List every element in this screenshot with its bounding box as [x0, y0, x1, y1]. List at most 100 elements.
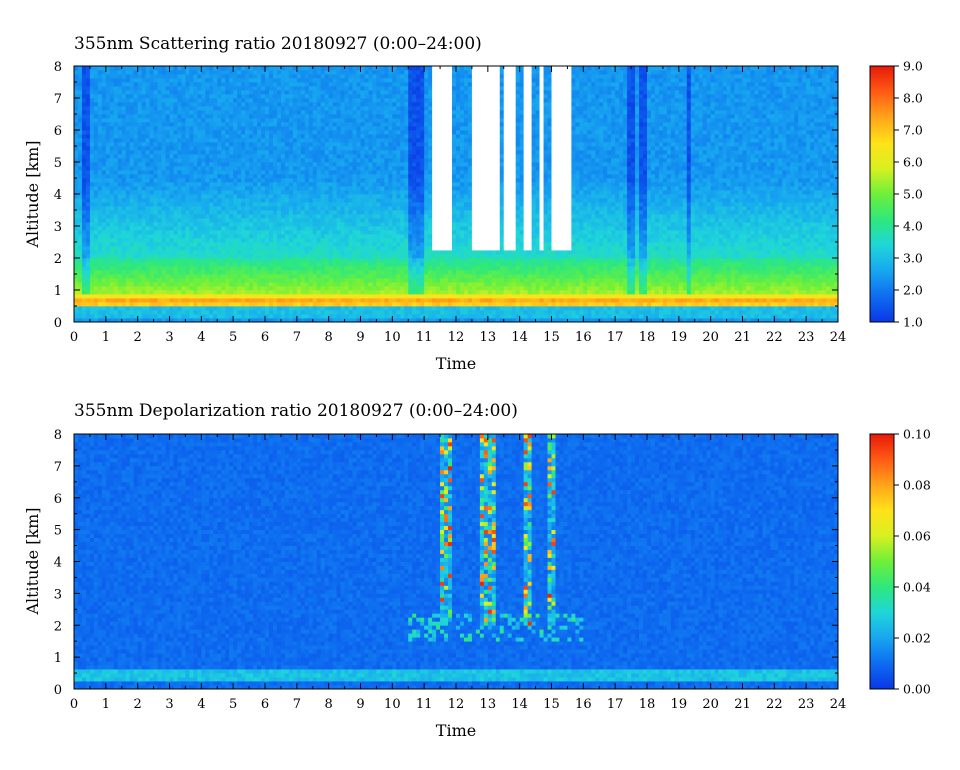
heatmap-cell	[277, 314, 281, 318]
heatmap-cell	[281, 110, 285, 114]
heatmap-cell	[289, 66, 293, 70]
heatmap-cell	[273, 266, 277, 270]
heatmap-cell	[301, 262, 305, 266]
heatmap-cell	[376, 246, 380, 250]
heatmap-cell	[364, 290, 368, 294]
heatmap-cell	[150, 86, 154, 90]
heatmap-cell	[229, 106, 233, 110]
heatmap-cell	[313, 182, 317, 186]
heatmap-cell	[345, 178, 349, 182]
heatmap-cell	[170, 102, 174, 106]
heatmap-cell	[317, 110, 321, 114]
heatmap-cell	[372, 242, 376, 246]
heatmap-cell	[114, 310, 118, 314]
heatmap-cell	[313, 126, 317, 130]
heatmap-cell	[118, 110, 122, 114]
heatmap-cell	[241, 274, 245, 278]
heatmap-cell	[368, 202, 372, 206]
heatmap-cell	[138, 298, 142, 302]
heatmap-cell	[142, 142, 146, 146]
heatmap-cell	[166, 210, 170, 214]
heatmap-cell	[361, 298, 365, 302]
heatmap-cell	[142, 174, 146, 178]
heatmap-cell	[309, 270, 313, 274]
heatmap-cell	[313, 82, 317, 86]
heatmap-cell	[293, 214, 297, 218]
heatmap-cell	[146, 282, 150, 286]
heatmap-cell	[181, 214, 185, 218]
heatmap-cell	[138, 82, 142, 86]
heatmap-cell	[166, 230, 170, 234]
heatmap-cell	[146, 190, 150, 194]
heatmap-cell	[297, 230, 301, 234]
heatmap-cell	[225, 102, 229, 106]
heatmap-cell	[273, 310, 277, 314]
heatmap-cell	[293, 110, 297, 114]
heatmap-cell	[225, 70, 229, 74]
heatmap-cell	[329, 302, 333, 306]
heatmap-cell	[353, 110, 357, 114]
heatmap-cell	[78, 186, 82, 190]
heatmap-cell	[193, 286, 197, 290]
heatmap-cell	[273, 298, 277, 302]
heatmap-cell	[221, 262, 225, 266]
heatmap-cell	[241, 178, 245, 182]
heatmap-cell	[281, 286, 285, 290]
heatmap-cell	[134, 294, 138, 298]
heatmap-cell	[281, 202, 285, 206]
heatmap-cell	[249, 78, 253, 82]
heatmap-cell	[309, 262, 313, 266]
heatmap-cell	[349, 246, 353, 250]
heatmap-cell	[249, 70, 253, 74]
heatmap-cell	[257, 182, 261, 186]
heatmap-cell	[368, 134, 372, 138]
heatmap-cell	[106, 218, 110, 222]
heatmap-cell	[106, 166, 110, 170]
heatmap-cell	[269, 210, 273, 214]
heatmap-cell	[213, 98, 217, 102]
heatmap-cell	[333, 194, 337, 198]
heatmap-cell	[122, 118, 126, 122]
heatmap-cell	[185, 110, 189, 114]
heatmap-cell	[229, 234, 233, 238]
heatmap-cell	[217, 294, 221, 298]
heatmap-cell	[333, 98, 337, 102]
heatmap-cell	[197, 222, 201, 226]
heatmap-cell	[349, 86, 353, 90]
heatmap-cell	[337, 130, 341, 134]
heatmap-cell	[357, 118, 361, 122]
heatmap-cell	[321, 182, 325, 186]
heatmap-cell	[297, 222, 301, 226]
heatmap-cell	[285, 270, 289, 274]
heatmap-cell	[197, 218, 201, 222]
heatmap-cell	[86, 170, 90, 174]
heatmap-cell	[114, 130, 118, 134]
heatmap-cell	[337, 134, 341, 138]
heatmap-cell	[173, 182, 177, 186]
heatmap-cell	[241, 90, 245, 94]
heatmap-cell	[345, 210, 349, 214]
heatmap-cell	[325, 190, 329, 194]
heatmap-cell	[213, 102, 217, 106]
heatmap-cell	[173, 306, 177, 310]
heatmap-cell	[353, 82, 357, 86]
heatmap-cell	[372, 198, 376, 202]
heatmap-cell	[90, 102, 94, 106]
heatmap-cell	[122, 182, 126, 186]
heatmap-cell	[253, 182, 257, 186]
heatmap-cell	[245, 98, 249, 102]
heatmap-cell	[177, 166, 181, 170]
heatmap-cell	[249, 106, 253, 110]
heatmap-cell	[102, 190, 106, 194]
heatmap-cell	[98, 234, 102, 238]
heatmap-cell	[181, 294, 185, 298]
heatmap-cell	[173, 174, 177, 178]
heatmap-cell	[317, 222, 321, 226]
heatmap-cell	[138, 210, 142, 214]
heatmap-cell	[353, 254, 357, 258]
heatmap-cell	[233, 134, 237, 138]
heatmap-cell	[269, 302, 273, 306]
heatmap-cell	[142, 94, 146, 98]
heatmap-cell	[329, 162, 333, 166]
heatmap-cell	[297, 210, 301, 214]
